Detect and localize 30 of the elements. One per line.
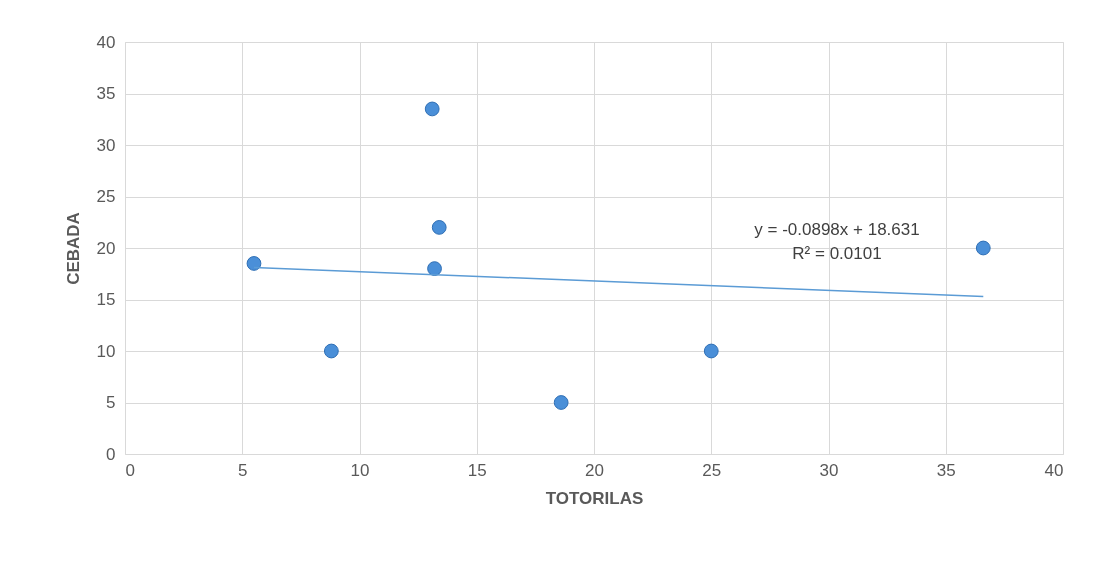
- x-tick-label: 40: [1044, 460, 1064, 480]
- x-tick-label: 10: [350, 460, 370, 480]
- point: [323, 343, 339, 359]
- y-tick-label: 10: [96, 341, 116, 361]
- y-axis-title: CEBADA: [63, 212, 83, 285]
- point: [427, 261, 442, 276]
- x-axis-title: TOTORILAS: [545, 488, 644, 508]
- point: [553, 395, 569, 410]
- x-tick-label: 20: [585, 460, 604, 480]
- y-tick-label: 40: [96, 32, 116, 52]
- point: [246, 256, 262, 271]
- y-tick-label: 35: [96, 84, 116, 103]
- x-tick-label: 30: [819, 460, 839, 480]
- y-tick-label: 0: [106, 444, 116, 464]
- y-tick-label: 25: [96, 187, 116, 206]
- y-tick-label: 30: [96, 135, 116, 155]
- x-tick-label: 0: [125, 460, 135, 480]
- x-tick-label: 25: [702, 460, 722, 480]
- annotation: y = -0.0898x + 18.631: [754, 220, 920, 239]
- x-tick-label: 5: [238, 460, 248, 480]
- point: [975, 240, 991, 256]
- x-tick-label: 35: [936, 460, 956, 480]
- point: [424, 101, 440, 117]
- y-tick-label: 5: [106, 393, 116, 412]
- annotation: R² = 0.0101: [792, 244, 882, 263]
- y-tick-label: 20: [96, 238, 116, 258]
- y-tick-label: 15: [96, 290, 116, 309]
- point: [431, 220, 447, 235]
- x-tick-label: 15: [467, 460, 487, 480]
- point: [703, 343, 719, 359]
